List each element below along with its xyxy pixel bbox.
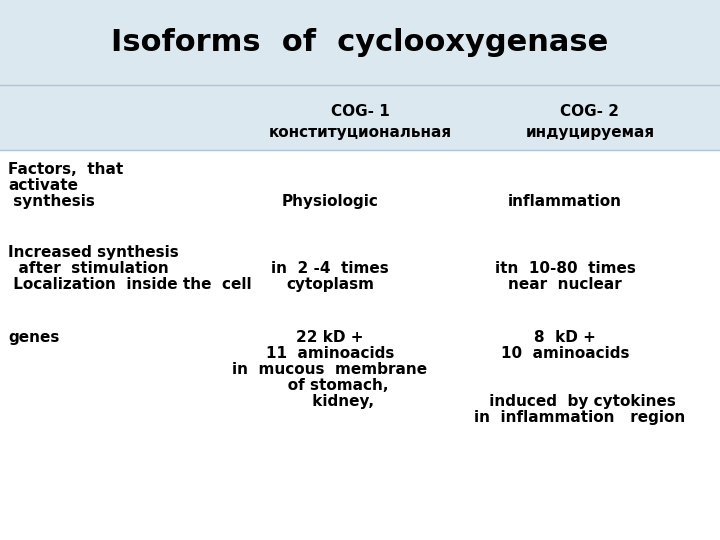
Text: Increased synthesis: Increased synthesis: [8, 245, 179, 260]
Text: конституциональная: конституциональная: [269, 125, 451, 139]
Text: 10  aminoacids: 10 aminoacids: [500, 346, 629, 361]
Text: in  2 -4  times: in 2 -4 times: [271, 261, 389, 276]
Text: after  stimulation: after stimulation: [8, 261, 168, 276]
Text: of stomach,: of stomach,: [271, 378, 388, 393]
Text: synthesis: synthesis: [8, 194, 95, 209]
Text: inflammation: inflammation: [508, 194, 622, 209]
Text: in  mucous  membrane: in mucous membrane: [233, 362, 428, 377]
FancyBboxPatch shape: [0, 85, 720, 150]
Text: Physiologic: Physiologic: [282, 194, 379, 209]
Text: 8  kD +: 8 kD +: [534, 330, 596, 345]
Text: kidney,: kidney,: [286, 394, 374, 409]
Text: genes: genes: [8, 330, 59, 345]
Text: Factors,  that: Factors, that: [8, 162, 123, 177]
Text: 22 kD +: 22 kD +: [296, 330, 364, 345]
Text: Localization  inside the  cell: Localization inside the cell: [8, 277, 251, 292]
Text: induced  by cytokines: induced by cytokines: [484, 394, 676, 409]
Text: in  inflammation   region: in inflammation region: [474, 410, 685, 425]
Text: activate: activate: [8, 178, 78, 193]
Text: 11  aminoacids: 11 aminoacids: [266, 346, 394, 361]
Text: COG- 1: COG- 1: [330, 105, 390, 119]
Text: itn  10-80  times: itn 10-80 times: [495, 261, 636, 276]
Text: COG- 2: COG- 2: [560, 105, 619, 119]
Text: near  nuclear: near nuclear: [508, 277, 622, 292]
Text: cytoplasm: cytoplasm: [286, 277, 374, 292]
Text: Isoforms  of  cyclooxygenase: Isoforms of cyclooxygenase: [112, 28, 608, 57]
FancyBboxPatch shape: [0, 0, 720, 85]
Text: индуцируемая: индуцируемая: [526, 125, 654, 139]
